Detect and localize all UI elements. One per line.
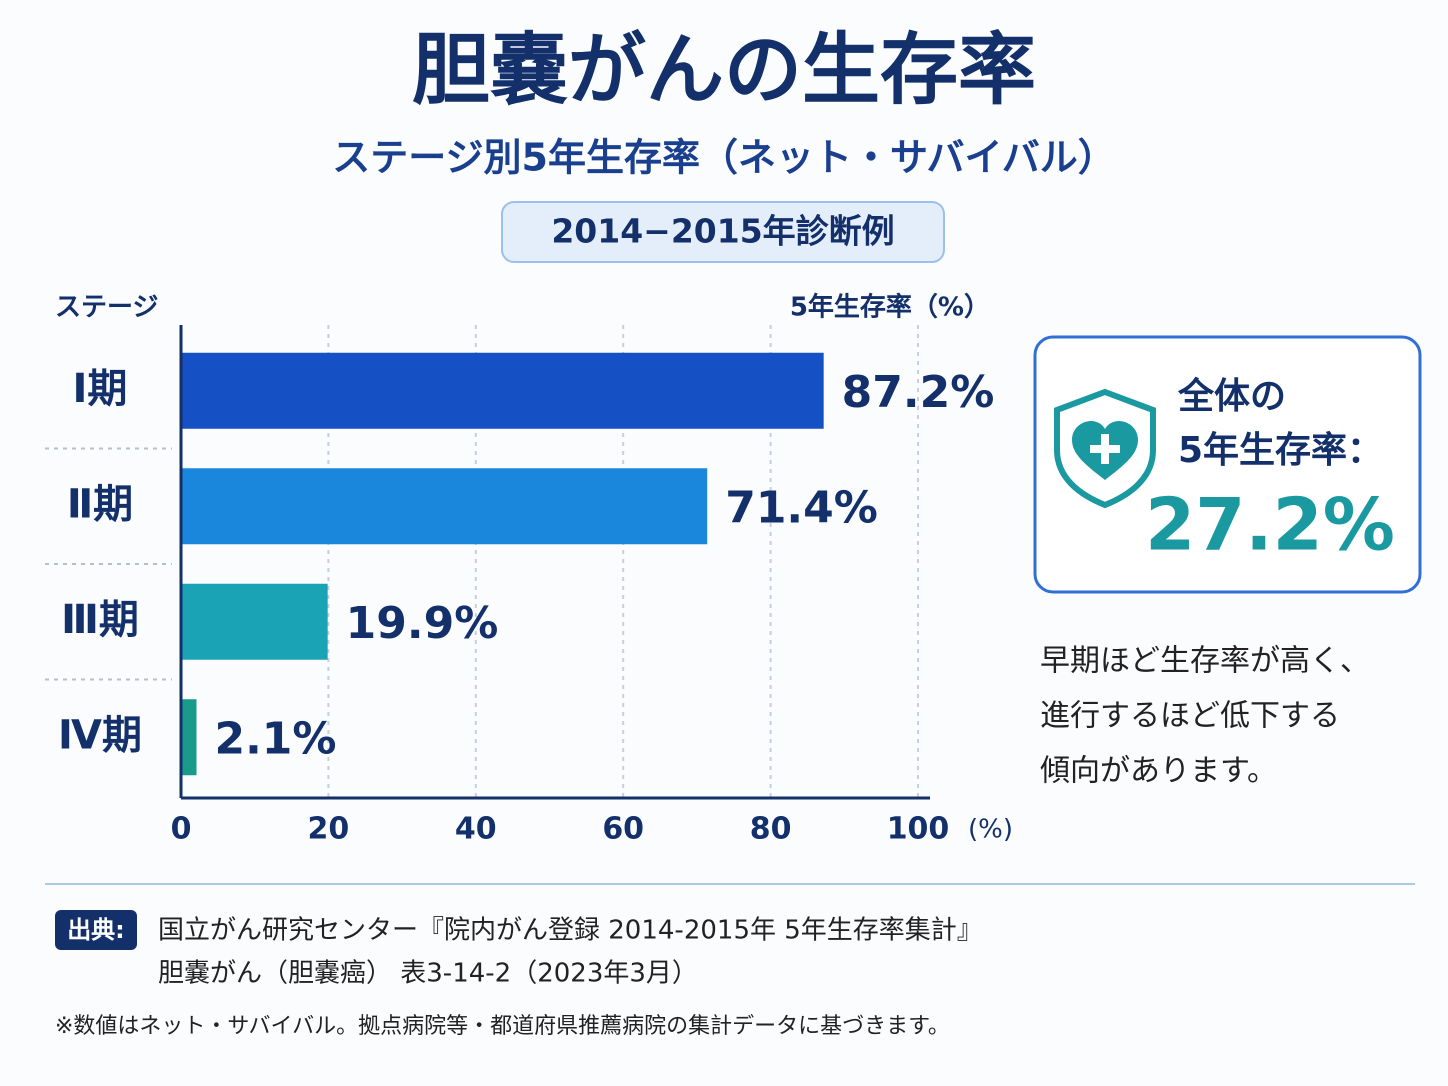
source-label: 出典: [67,916,125,944]
value-label: 87.2% [842,367,995,418]
x-tick-label: 60 [602,812,644,847]
source-badge [55,910,137,950]
footnote: ※数値はネット・サバイバル。拠点病院等・都道府県推薦病院の集計データに基づきます… [55,1014,950,1039]
note-line: 進行するほど低下する [1040,699,1340,734]
panel-line: 全体の [1177,375,1286,417]
badge: 2014−2015年診断例 [551,212,894,251]
x-tick-label: 80 [750,812,792,847]
bar [181,583,328,660]
x-unit: (%) [968,815,1013,845]
source-line: 国立がん研究センター『院内がん登録 2014-2015年 5年生存率集計』 [158,916,983,946]
bar [181,468,708,545]
y-tick-label: Ⅲ期 [61,597,139,643]
y-tick-label: Ⅱ期 [67,481,133,527]
y-tick-label: Ⅰ期 [73,366,128,412]
source-line: 胆嚢がん（胆嚢癌） 表3-14-2（2023年3月） [158,959,698,989]
x-tick-label: 20 [308,812,350,847]
x-tick-label: 40 [455,812,497,847]
panel-value: 27.2% [1145,483,1395,567]
x-tick-label: 0 [171,812,192,847]
value-label: 2.1% [214,713,336,764]
subtitle: ステージ別5年生存率（ネット・サバイバル） [332,136,1115,180]
x-axis-label: 5年生存率（%） [790,292,990,323]
plot: 0 20 40 60 80 100 Ⅰ期 87.2% Ⅱ期 71.4% Ⅲ期 19.9% Ⅳ期 2.1% [45,325,994,847]
value-label: 19.9% [346,598,499,649]
chart-title: 胆嚢がんの生存率 [412,25,1036,115]
shield-icon [1054,388,1156,509]
badge-box [501,201,945,263]
bar [181,699,197,776]
x-tick-label: 100 [887,812,950,847]
y-tick-label: Ⅳ期 [58,712,142,758]
y-axis-label: ステージ [55,293,158,323]
bar [181,352,824,429]
panel-line: 5年生存率： [1178,430,1383,471]
note-line: 早期ほど生存率が高く、 [1040,644,1370,679]
value-label: 71.4% [725,482,878,533]
note-line: 傾向があります。 [1040,754,1277,789]
